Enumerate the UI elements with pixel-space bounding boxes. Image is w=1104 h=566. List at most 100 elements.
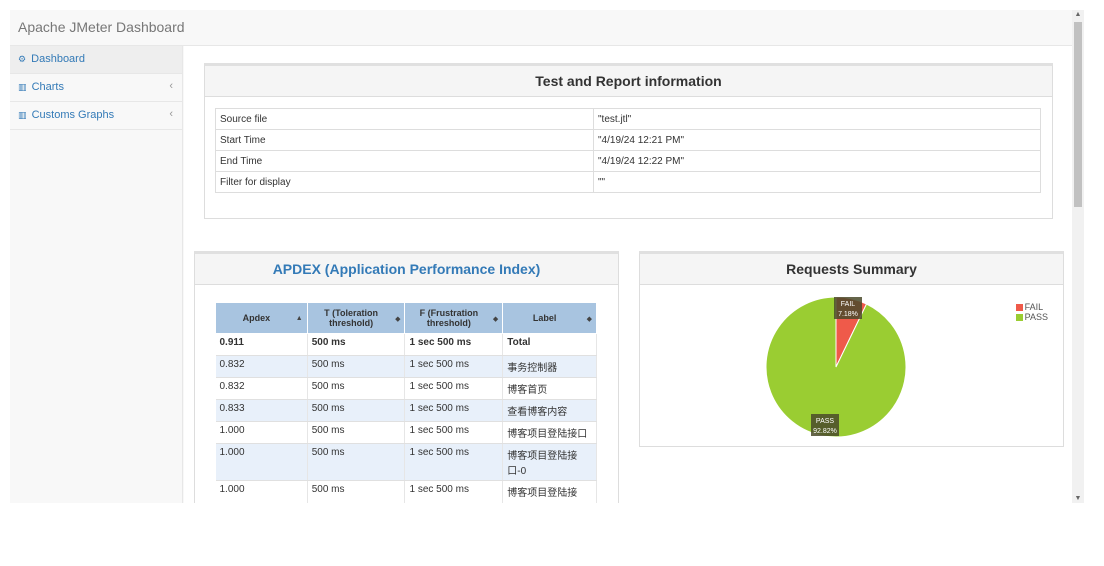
- table-cell: 1.000: [215, 443, 308, 481]
- sort-icon: ◆: [586, 316, 592, 323]
- scroll-down-arrow-icon[interactable]: ▼: [1074, 495, 1082, 502]
- sort-icon: ◆: [395, 316, 401, 323]
- table-row: 1.000 500 ms 1 sec 500 ms 博客项目登陆接口-0: [215, 443, 597, 481]
- report-info-panel: Test and Report information Source file "…: [204, 63, 1053, 219]
- requests-summary-pie-chart: FAIL 7.18% PASS 92.82%: [765, 296, 907, 438]
- apdex-title: APDEX (Application Performance Index): [195, 254, 618, 285]
- table-cell: 500 ms: [307, 421, 406, 444]
- column-header-label: T (Toleration threshold): [324, 308, 379, 328]
- apdex-column-header[interactable]: F (Frustration threshold) ◆: [404, 302, 504, 334]
- report-info-label: Start Time: [215, 129, 594, 151]
- column-header-label: Label: [532, 313, 557, 323]
- apdex-column-header[interactable]: Apdex ▲: [215, 302, 308, 334]
- pie-data-label-text: FAIL: [841, 301, 856, 308]
- dashboard-icon: ⚙: [18, 54, 27, 64]
- sort-icon: ◆: [492, 316, 499, 323]
- apdex-column-header[interactable]: Label ◆: [502, 302, 597, 334]
- table-row: 0.832 500 ms 1 sec 500 ms 博客首页: [215, 377, 597, 400]
- top-navbar: Apache JMeter Dashboard: [10, 10, 1072, 46]
- report-info-label: End Time: [215, 150, 594, 172]
- legend-swatch: [1015, 304, 1023, 311]
- page-scrollbar[interactable]: ▲ ▼: [1072, 10, 1084, 503]
- legend-item-pass[interactable]: PASS: [1015, 312, 1048, 322]
- report-info-row: Source file "test.jtl": [215, 108, 1041, 130]
- table-cell: 0.832: [215, 355, 308, 378]
- pie-data-label: PASS 92.82%: [811, 414, 839, 436]
- sidebar-item-label: Dashboard: [31, 53, 85, 65]
- table-row: 1.000 500 ms 1 sec 500 ms 博客项目登陆接口: [215, 421, 597, 444]
- table-cell: 500 ms: [307, 355, 406, 378]
- report-info-row: End Time "4/19/24 12:22 PM": [215, 150, 1041, 172]
- table-cell: 1 sec 500 ms: [404, 443, 504, 481]
- table-row: 0.832 500 ms 1 sec 500 ms 事务控制器: [215, 355, 597, 378]
- table-cell: 1.000: [215, 480, 308, 503]
- chevron-left-icon: ‹: [169, 80, 173, 92]
- table-cell: 1 sec 500 ms: [404, 421, 504, 444]
- table-row: 0.833 500 ms 1 sec 500 ms 查看博客内容: [215, 399, 597, 422]
- table-cell: 博客项目登陆接口-1: [502, 480, 597, 503]
- report-info-row: Filter for display "": [215, 171, 1041, 193]
- pie-data-label-text: 7.18%: [838, 311, 858, 318]
- requests-summary-panel: Requests Summary FAIL 7.18% PASS 92.82% FAI…: [639, 251, 1064, 447]
- bar-chart-icon: ▥: [18, 110, 27, 120]
- requests-summary-title: Requests Summary: [640, 254, 1063, 285]
- chevron-left-icon: ‹: [169, 108, 173, 120]
- sidebar-item-customs-graphs[interactable]: ▥ Customs Graphs ‹: [10, 102, 182, 130]
- main-content: Test and Report information Source file "…: [184, 46, 1072, 503]
- legend-label: PASS: [1024, 312, 1048, 322]
- table-cell: 博客首页: [502, 377, 597, 400]
- table-cell: 博客项目登陆接口-0: [502, 443, 597, 481]
- sidebar-item-charts[interactable]: ▥ Charts ‹: [10, 74, 182, 102]
- table-cell: Total: [502, 333, 597, 356]
- scroll-up-arrow-icon[interactable]: ▲: [1074, 11, 1082, 18]
- pie-data-label: FAIL 7.18%: [834, 297, 862, 319]
- legend-label: FAIL: [1024, 302, 1044, 312]
- table-row: 0.911 500 ms 1 sec 500 ms Total: [215, 333, 597, 356]
- table-cell: 1 sec 500 ms: [404, 377, 504, 400]
- report-info-row: Start Time "4/19/24 12:21 PM": [215, 129, 1041, 151]
- table-cell: 查看博客内容: [502, 399, 597, 422]
- table-cell: 1 sec 500 ms: [404, 355, 504, 378]
- report-info-value: "": [593, 171, 1041, 193]
- sort-asc-icon: ▲: [295, 315, 303, 322]
- apdex-table: Apdex ▲ T (Toleration threshold) ◆ F (Frustr…: [215, 302, 597, 503]
- pie-legend: FAIL PASS: [1015, 302, 1048, 322]
- table-cell: 博客项目登陆接口: [502, 421, 597, 444]
- column-header-label: Apdex: [242, 313, 271, 323]
- table-cell: 事务控制器: [502, 355, 597, 378]
- report-info-table: Source file "test.jtl" Start Time "4/19/24 …: [215, 108, 1041, 193]
- table-cell: 1 sec 500 ms: [404, 399, 504, 422]
- report-info-label: Source file: [215, 108, 594, 130]
- apdex-column-header[interactable]: T (Toleration threshold) ◆: [306, 302, 406, 334]
- pie-data-label-text: PASS: [816, 418, 834, 425]
- pie-data-label-text: 92.82%: [813, 428, 837, 435]
- table-cell: 500 ms: [307, 443, 406, 481]
- table-cell: 500 ms: [307, 377, 406, 400]
- app-window: Apache JMeter Dashboard ⚙ Dashboard ▥ Ch…: [10, 10, 1072, 503]
- apdex-panel: APDEX (Application Performance Index) Ap…: [194, 251, 619, 503]
- report-info-label: Filter for display: [215, 171, 594, 193]
- sidebar-item-label: Charts: [31, 81, 64, 93]
- app-title[interactable]: Apache JMeter Dashboard: [18, 19, 185, 35]
- sidebar-item-dashboard[interactable]: ⚙ Dashboard: [10, 46, 182, 74]
- legend-swatch: [1015, 314, 1023, 321]
- report-info-value: "4/19/24 12:22 PM": [593, 150, 1041, 172]
- report-info-value: "test.jtl": [593, 108, 1041, 130]
- table-cell: 0.832: [215, 377, 308, 400]
- bar-chart-icon: ▥: [18, 82, 27, 92]
- table-cell: 1.000: [215, 421, 308, 444]
- table-cell: 1 sec 500 ms: [404, 480, 504, 503]
- report-info-value: "4/19/24 12:21 PM": [593, 129, 1041, 151]
- scroll-thumb[interactable]: [1074, 22, 1082, 207]
- report-info-title: Test and Report information: [205, 66, 1052, 97]
- table-cell: 500 ms: [307, 480, 406, 503]
- table-cell: 0.911: [215, 333, 308, 356]
- column-header-label: F (Frustration threshold): [419, 308, 479, 328]
- sidebar-item-label: Customs Graphs: [31, 109, 115, 121]
- table-cell: 1 sec 500 ms: [404, 333, 504, 356]
- table-cell: 500 ms: [307, 333, 406, 356]
- table-cell: 0.833: [215, 399, 308, 422]
- legend-item-fail[interactable]: FAIL: [1015, 302, 1048, 312]
- table-cell: 500 ms: [307, 399, 406, 422]
